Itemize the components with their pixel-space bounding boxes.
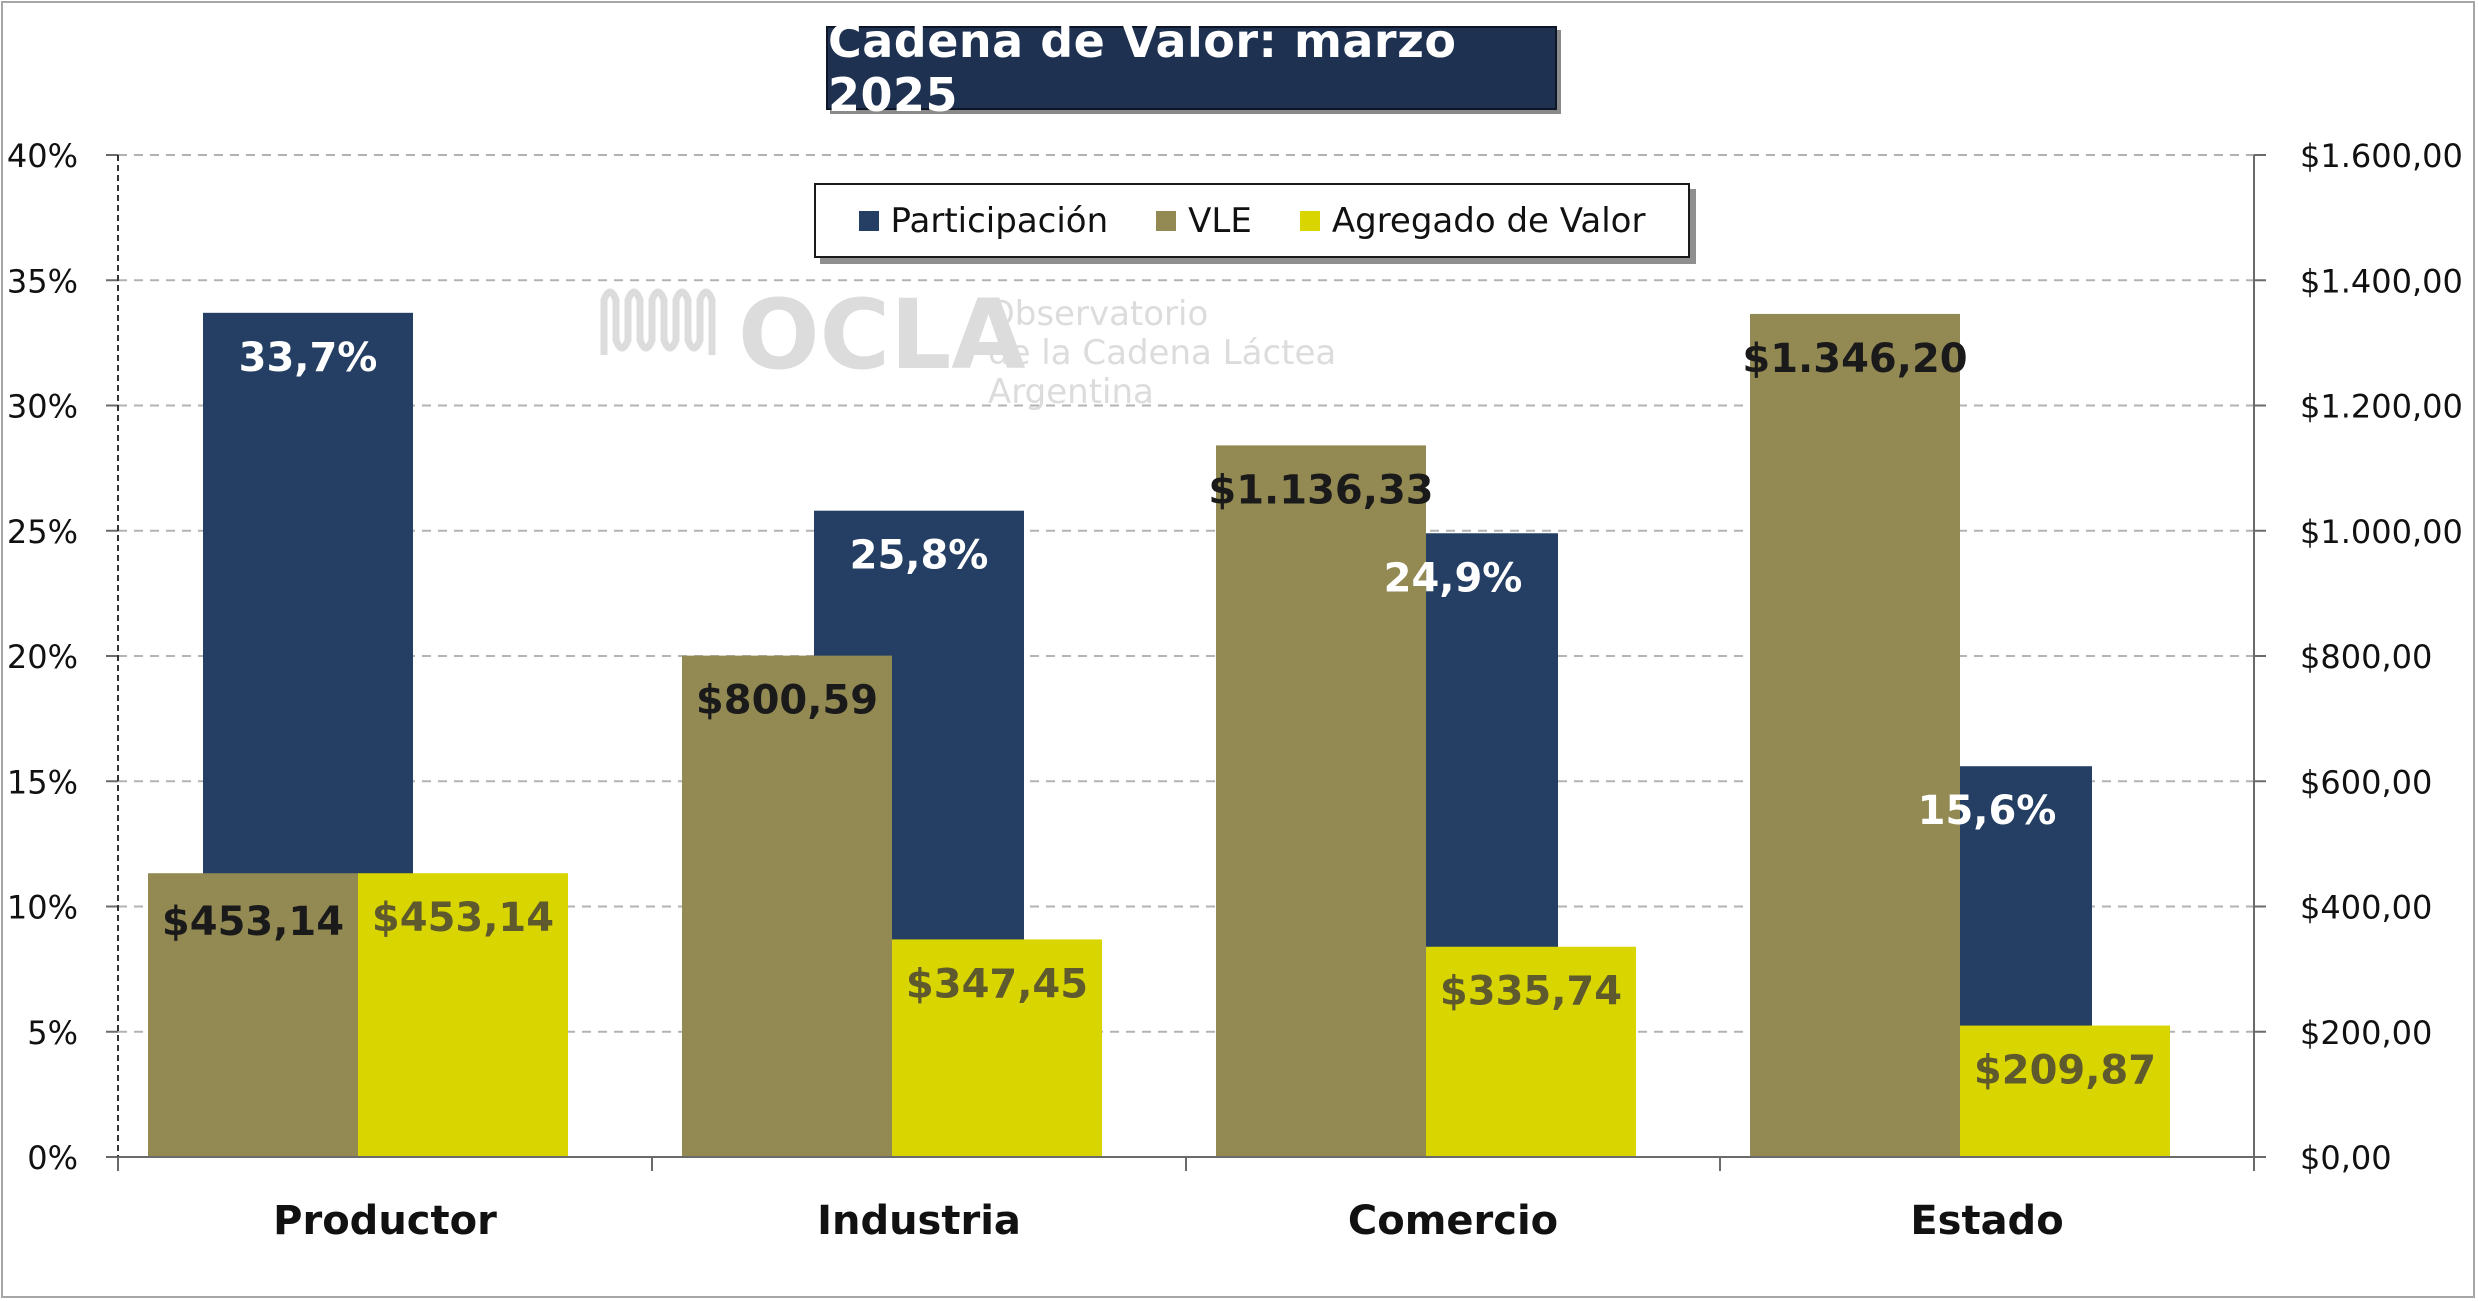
bar-1-3 — [1750, 313, 1960, 1157]
bar-1-2 — [1216, 445, 1426, 1157]
watermark-logo-text: OCLA — [738, 279, 1026, 391]
left-tick-label: 15% — [7, 763, 78, 801]
right-tick-label: $600,00 — [2300, 763, 2432, 801]
legend-swatch-vle — [1156, 210, 1177, 231]
data-label: $453,14 — [162, 899, 344, 945]
category-label: Industria — [817, 1198, 1021, 1244]
axes-group: 0% 5% 10% 15% 20% 25% 30% 35% 40% $0,00 $200,00 $40… — [7, 137, 2463, 1244]
right-tick-label: $1.200,00 — [2300, 388, 2463, 426]
legend-label-vle: VLE — [1188, 200, 1252, 241]
data-label: $1.136,33 — [1208, 467, 1433, 513]
left-tick-label: 30% — [7, 388, 78, 426]
left-tick-label: 5% — [27, 1014, 78, 1052]
left-tick-label: 10% — [7, 889, 78, 927]
watermark-line-2: de la Cadena Láctea — [988, 333, 1336, 373]
data-label: $335,74 — [1440, 969, 1622, 1015]
left-tick-label: 35% — [7, 262, 78, 300]
right-tick-label: $800,00 — [2300, 638, 2432, 676]
category-label: Comercio — [1348, 1198, 1558, 1244]
legend-entry-agregado: Agregado de Valor — [1299, 200, 1646, 241]
right-tick-label: $200,00 — [2300, 1014, 2432, 1052]
legend-label-agregado: Agregado de Valor — [1331, 200, 1646, 241]
right-tick-label: $0,00 — [2300, 1139, 2392, 1177]
bar-1-0 — [148, 873, 358, 1157]
bar-2-1 — [892, 939, 1102, 1157]
data-label: $209,87 — [1974, 1048, 2156, 1094]
bar-2-0 — [358, 873, 568, 1157]
left-tick-label: 20% — [7, 638, 78, 676]
right-tick-label: $400,00 — [2300, 889, 2432, 927]
data-labels-group: 33,7% $453,14 $453,14 25,8% $800,59 $347,45 24… — [162, 335, 2156, 1094]
data-label: 15,6% — [1918, 788, 2057, 834]
data-label: 24,9% — [1384, 555, 1523, 601]
legend-entry-participacion: Participación — [858, 200, 1109, 241]
bar-2-2 — [1426, 946, 1636, 1157]
bar-1-1 — [682, 655, 892, 1157]
left-tick-label: 0% — [27, 1139, 78, 1177]
watermark-line-1: Observatorio — [988, 294, 1208, 334]
category-label: Productor — [273, 1198, 497, 1244]
chart-title-box: Cadena de Valor: marzo 2025 — [826, 14, 1557, 122]
legend-swatch-agregado — [1299, 210, 1320, 231]
data-label: 25,8% — [850, 533, 989, 579]
ocla-watermark: OCLA Observatorio de la Cadena Láctea Ar… — [600, 279, 1336, 412]
data-label: $800,59 — [696, 678, 878, 724]
data-label: $347,45 — [906, 961, 1088, 1007]
data-label: $1.346,20 — [1742, 336, 1967, 382]
ocla-logo-mark-icon — [600, 288, 716, 355]
left-tick-label: 40% — [7, 137, 78, 175]
legend-entry-vle: VLE — [1156, 201, 1252, 241]
chart-title: Cadena de Valor: marzo 2025 — [828, 14, 1457, 122]
right-tick-label: $1.400,00 — [2300, 262, 2463, 300]
data-label: $453,14 — [372, 895, 554, 941]
legend-swatch-participacion — [858, 210, 879, 231]
bar-2-3 — [1960, 1025, 2170, 1157]
right-tick-label: $1.000,00 — [2300, 513, 2463, 551]
legend-label-participacion: Participación — [890, 200, 1109, 241]
bars-group — [148, 312, 2170, 1158]
category-label: Estado — [1910, 1198, 2063, 1244]
left-tick-label: 25% — [7, 513, 78, 551]
data-label: 33,7% — [239, 335, 378, 381]
right-tick-label: $1.600,00 — [2300, 137, 2463, 175]
legend: Participación VLE Agregado de Valor — [814, 183, 1690, 258]
